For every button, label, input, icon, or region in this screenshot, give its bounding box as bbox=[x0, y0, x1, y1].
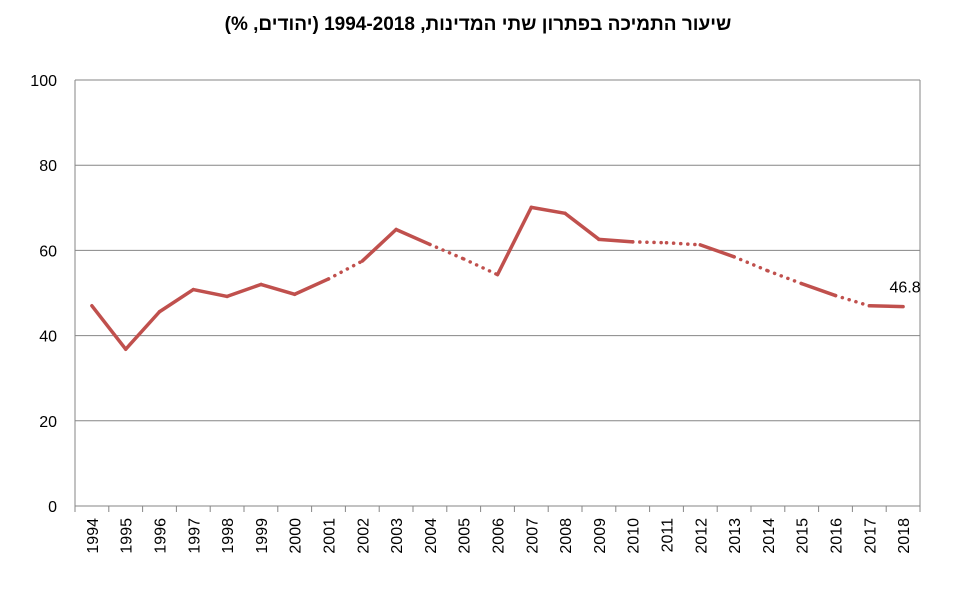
x-tick-label: 1997 bbox=[186, 518, 203, 554]
series-segment bbox=[495, 205, 534, 277]
x-tick-label: 1994 bbox=[85, 518, 102, 554]
x-tick-label: 2004 bbox=[423, 518, 440, 554]
data-label: 46.8 bbox=[890, 280, 921, 297]
x-tick-label: 2002 bbox=[355, 518, 372, 554]
x-tick-label: 2001 bbox=[322, 518, 339, 554]
series-segment bbox=[326, 259, 365, 281]
chart-title: שיעור התמיכה בפתרון שתי המדינות, 1994-20… bbox=[224, 14, 732, 35]
x-tick-label: 1995 bbox=[119, 518, 136, 554]
series-segment bbox=[597, 237, 635, 244]
series-segment bbox=[90, 304, 128, 351]
series-segment bbox=[630, 240, 669, 245]
series-segment bbox=[698, 243, 736, 259]
x-tick-label: 1996 bbox=[153, 518, 170, 554]
x-tick-label: 2010 bbox=[626, 518, 643, 554]
series-segment bbox=[461, 257, 500, 277]
y-tick-label: 20 bbox=[39, 414, 57, 431]
x-tick-label: 2011 bbox=[660, 518, 677, 553]
x-tick-label: 2018 bbox=[896, 518, 913, 554]
x-tick-label: 2007 bbox=[524, 518, 541, 554]
series-segment bbox=[867, 304, 905, 309]
series-segment bbox=[563, 211, 601, 242]
x-tick-label: 2005 bbox=[457, 518, 474, 554]
x-tick-label: 2013 bbox=[727, 518, 744, 554]
series-segment bbox=[360, 227, 398, 263]
y-tick-label: 40 bbox=[39, 329, 57, 346]
series-segment bbox=[157, 287, 196, 314]
y-tick-label: 80 bbox=[39, 158, 57, 175]
series-segment bbox=[732, 255, 770, 273]
series-segment bbox=[664, 240, 703, 247]
series-segment bbox=[259, 282, 297, 297]
series-segment bbox=[799, 281, 838, 298]
x-tick-label: 2012 bbox=[693, 518, 710, 554]
x-tick-label: 2006 bbox=[491, 518, 508, 554]
series-segment bbox=[766, 269, 804, 286]
x-tick-label: 2014 bbox=[761, 518, 778, 554]
x-tick-label: 2017 bbox=[862, 518, 879, 554]
x-tick-label: 2008 bbox=[558, 518, 575, 554]
x-tick-label: 1999 bbox=[254, 518, 271, 554]
x-tick-label: 1998 bbox=[220, 518, 237, 554]
series-segment bbox=[428, 242, 466, 261]
x-tick-label: 2009 bbox=[592, 518, 609, 554]
series-segment bbox=[225, 282, 263, 299]
x-tick-label: 2016 bbox=[829, 518, 846, 554]
x-tick-label: 2000 bbox=[288, 518, 305, 554]
y-tick-label: 60 bbox=[39, 243, 57, 260]
series-segment bbox=[394, 227, 432, 247]
series-segment bbox=[833, 293, 872, 308]
series-segment bbox=[292, 277, 331, 297]
x-tick-label: 2003 bbox=[389, 518, 406, 554]
x-tick-label: 2015 bbox=[795, 518, 812, 554]
y-tick-label: 0 bbox=[48, 499, 57, 516]
series-segment bbox=[191, 287, 229, 299]
series-segment bbox=[529, 205, 567, 216]
series-segment bbox=[123, 309, 162, 351]
y-tick-label: 100 bbox=[30, 73, 57, 90]
